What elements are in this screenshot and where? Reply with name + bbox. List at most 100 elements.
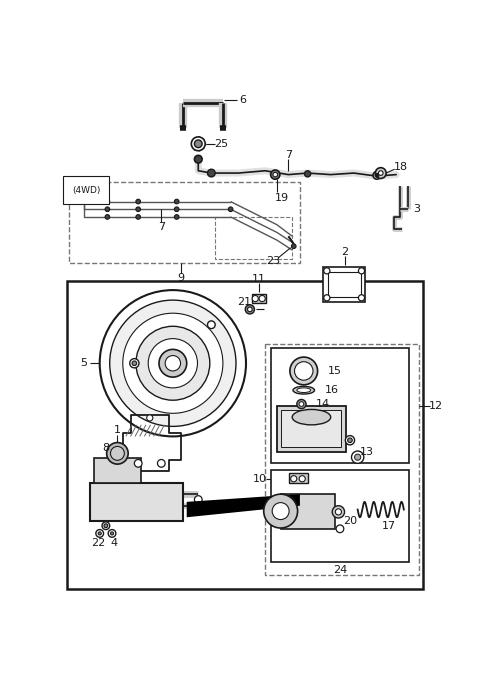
Circle shape (105, 199, 110, 204)
Bar (281, 494, 335, 529)
Circle shape (228, 207, 233, 212)
Text: 10: 10 (253, 474, 267, 484)
Circle shape (252, 295, 258, 301)
Circle shape (174, 214, 179, 219)
Text: 1: 1 (114, 425, 121, 435)
Circle shape (359, 295, 365, 301)
Circle shape (245, 305, 254, 314)
Circle shape (123, 313, 223, 413)
Ellipse shape (297, 388, 311, 393)
Circle shape (136, 326, 210, 400)
Circle shape (130, 359, 139, 368)
Circle shape (207, 169, 215, 177)
Circle shape (136, 214, 141, 219)
Bar (252, 294, 266, 303)
Circle shape (110, 447, 124, 460)
Bar (271, 348, 409, 463)
Ellipse shape (292, 410, 331, 425)
Text: 3: 3 (413, 204, 420, 214)
Circle shape (290, 357, 318, 385)
Circle shape (324, 295, 330, 301)
Circle shape (345, 436, 355, 445)
Bar (67, 281, 423, 589)
Circle shape (192, 137, 205, 151)
Text: 15: 15 (327, 366, 342, 376)
Text: 12: 12 (429, 401, 443, 410)
Bar (94, 458, 141, 483)
Polygon shape (187, 494, 300, 517)
Bar (323, 267, 365, 301)
Bar (271, 469, 409, 562)
Circle shape (132, 361, 137, 366)
Circle shape (291, 244, 296, 249)
Circle shape (102, 522, 110, 530)
Circle shape (324, 268, 330, 274)
Text: 11: 11 (252, 273, 266, 284)
Bar (265, 344, 419, 575)
Circle shape (194, 155, 202, 163)
Circle shape (355, 454, 361, 460)
Text: 25: 25 (214, 139, 228, 149)
Circle shape (336, 525, 344, 533)
Circle shape (110, 300, 236, 426)
Text: 14: 14 (316, 399, 330, 409)
Circle shape (110, 532, 114, 535)
Ellipse shape (293, 386, 314, 394)
Circle shape (248, 307, 252, 312)
Bar (69, 182, 300, 263)
Circle shape (299, 475, 305, 482)
Circle shape (174, 199, 179, 204)
Circle shape (299, 401, 304, 406)
Text: 13: 13 (360, 447, 374, 457)
Text: 7: 7 (158, 222, 165, 232)
Text: 6: 6 (240, 95, 246, 105)
Circle shape (107, 443, 128, 464)
Circle shape (359, 268, 365, 274)
Circle shape (375, 173, 379, 177)
Circle shape (174, 207, 179, 212)
Circle shape (100, 290, 246, 436)
Text: 18: 18 (394, 162, 408, 172)
Text: 7: 7 (285, 150, 292, 160)
Text: 22: 22 (91, 538, 105, 548)
Circle shape (348, 438, 352, 443)
Circle shape (259, 295, 265, 301)
Circle shape (297, 399, 306, 409)
Circle shape (271, 170, 280, 179)
Text: 17: 17 (382, 521, 396, 532)
Circle shape (375, 168, 386, 179)
Bar (289, 473, 308, 484)
Circle shape (378, 171, 383, 175)
Circle shape (105, 207, 110, 212)
Circle shape (264, 494, 298, 528)
Circle shape (148, 338, 197, 388)
Circle shape (304, 171, 311, 177)
Text: 23: 23 (266, 256, 280, 266)
Circle shape (291, 475, 297, 482)
Circle shape (136, 199, 141, 204)
Circle shape (104, 524, 108, 527)
Text: 19: 19 (275, 192, 288, 203)
Circle shape (108, 530, 116, 537)
Circle shape (157, 460, 165, 467)
Text: 8: 8 (102, 443, 109, 453)
Bar (328, 272, 361, 297)
Circle shape (207, 321, 215, 329)
Circle shape (272, 503, 289, 519)
Circle shape (373, 171, 381, 179)
Bar (281, 410, 341, 447)
Circle shape (136, 207, 141, 212)
Bar (215, 217, 292, 260)
Text: 24: 24 (333, 564, 347, 575)
Circle shape (332, 506, 345, 518)
Text: 21: 21 (237, 297, 251, 307)
Circle shape (134, 460, 142, 467)
Circle shape (273, 173, 277, 177)
Circle shape (96, 530, 104, 537)
Circle shape (165, 356, 180, 371)
Circle shape (351, 451, 364, 463)
Text: 20: 20 (343, 516, 357, 526)
Circle shape (147, 415, 153, 421)
Circle shape (159, 349, 187, 377)
Text: 4: 4 (110, 538, 117, 548)
